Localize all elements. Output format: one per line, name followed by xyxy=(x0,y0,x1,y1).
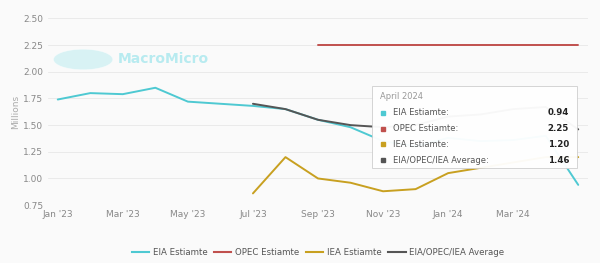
Text: EIA/OPEC/IEA Average:: EIA/OPEC/IEA Average: xyxy=(392,156,488,165)
Text: EIA Estiamte:: EIA Estiamte: xyxy=(392,108,448,117)
FancyBboxPatch shape xyxy=(372,86,577,168)
Text: 2.25: 2.25 xyxy=(548,124,569,133)
Text: April 2024: April 2024 xyxy=(380,92,422,101)
Text: 0.94: 0.94 xyxy=(548,108,569,117)
Legend: EIA Estiamte, OPEC Estiamte, IEA Estiamte, EIA/OPEC/IEA Average: EIA Estiamte, OPEC Estiamte, IEA Estiamt… xyxy=(128,245,508,261)
Y-axis label: Millions: Millions xyxy=(11,95,20,129)
Text: 1.20: 1.20 xyxy=(548,140,569,149)
Circle shape xyxy=(53,49,113,70)
Text: MacroMicro: MacroMicro xyxy=(118,53,209,67)
Text: OPEC Estiamte:: OPEC Estiamte: xyxy=(392,124,458,133)
Text: IEA Estiamte:: IEA Estiamte: xyxy=(392,140,448,149)
Text: 1.46: 1.46 xyxy=(548,156,569,165)
